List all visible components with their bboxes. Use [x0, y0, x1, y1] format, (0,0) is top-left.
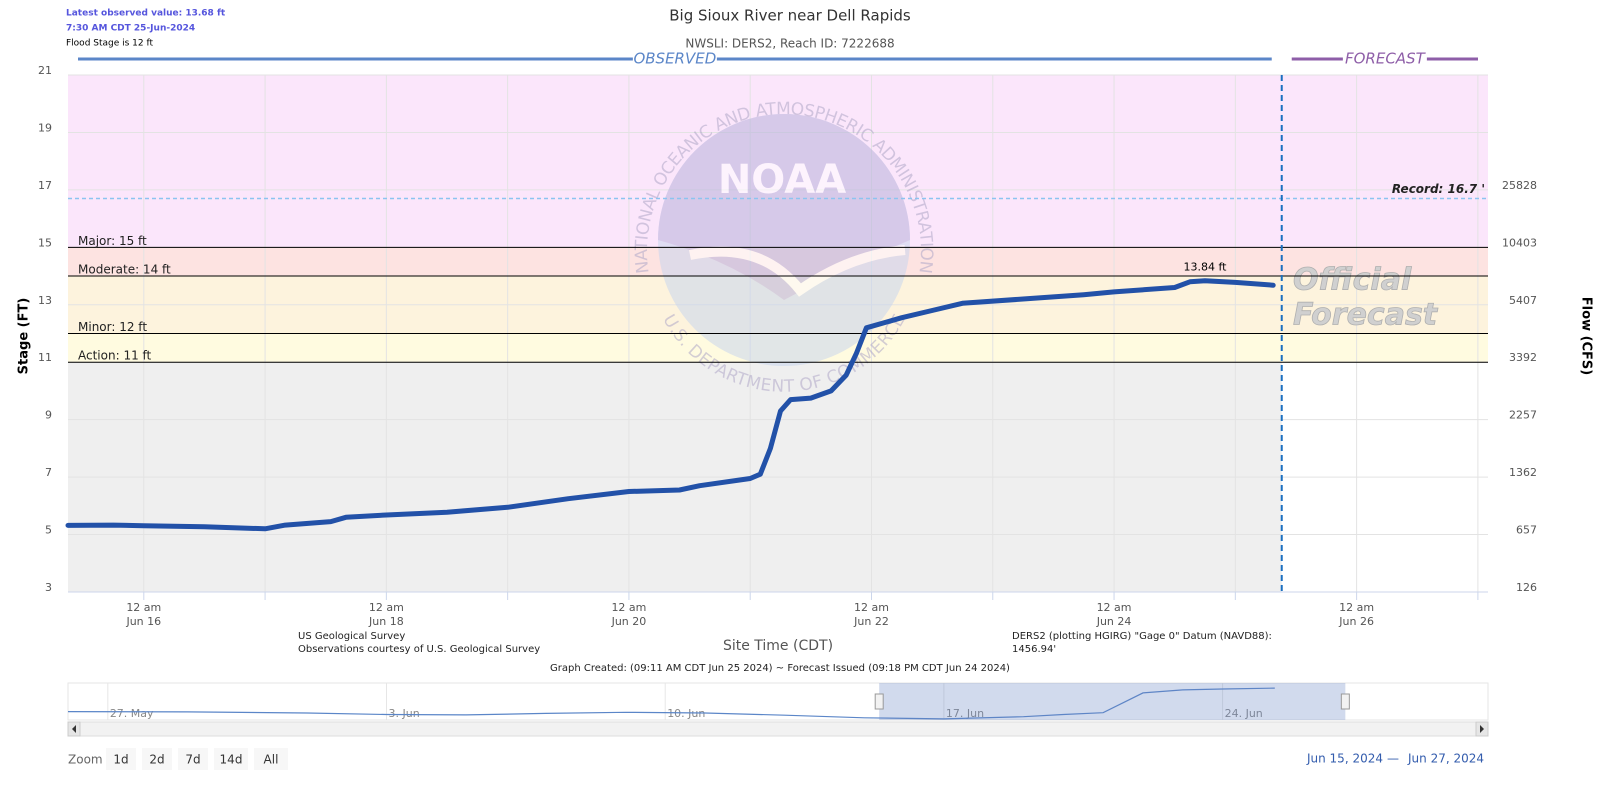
flood-stage: Flood Stage is 12 ft	[66, 39, 154, 49]
threshold-label: Minor: 12 ft	[78, 320, 147, 334]
forecast-label: FORECAST	[1345, 50, 1427, 68]
chart-subtitle: NWSLI: DERS2, Reach ID: 7222688	[685, 37, 894, 51]
zoom-button-label[interactable]: 2d	[149, 753, 164, 767]
range-from[interactable]: Jun 15, 2024	[1306, 752, 1383, 766]
datum: 1456.94'	[1012, 644, 1056, 655]
zoom-button[interactable]: 7d	[178, 748, 208, 770]
zoom-button-label[interactable]: 14d	[220, 753, 243, 767]
x-tick-label: 12 am	[611, 601, 646, 614]
zoom-button-bg[interactable]	[214, 748, 248, 770]
zoom-button[interactable]: 14d	[214, 748, 248, 770]
x-axis-title: Site Time (CDT)	[723, 638, 833, 654]
navigator-tick-label: 24. Jun	[1225, 707, 1263, 720]
y2-tick-label: 126	[1516, 581, 1537, 594]
y-tick-label: 9	[45, 409, 52, 422]
x-tick-label: Jun 26	[1338, 615, 1374, 628]
navigator-tick-label: 17. Jun	[946, 707, 984, 720]
zoom-label: Zoom	[68, 753, 103, 767]
navigator-tick-label: 10. Jun	[667, 707, 705, 720]
zoom-button-bg[interactable]	[178, 748, 208, 770]
navigator-tick-label: 3. Jun	[389, 707, 420, 720]
zoom-button[interactable]: All	[254, 748, 288, 770]
x-tick-label: Jun 22	[853, 615, 889, 628]
y-axis-title: Stage (FT)	[17, 298, 32, 375]
y2-axis-title: Flow (CFS)	[1579, 297, 1594, 375]
x-tick-label: 12 am	[126, 601, 161, 614]
x-tick-label: Jun 20	[611, 615, 647, 628]
zoom-button-bg[interactable]	[142, 748, 172, 770]
navigator-handle[interactable]	[874, 693, 884, 710]
record-label: Record: 16.7 '	[1392, 182, 1485, 196]
threshold-label: Moderate: 14 ft	[78, 263, 171, 277]
navigator-frame	[67, 682, 1489, 721]
x-tick-label: 12 am	[1339, 601, 1374, 614]
y2-tick-label: 2257	[1509, 409, 1537, 422]
logo-text: NOAA	[718, 157, 846, 203]
navigator-line	[67, 687, 1275, 720]
observed-label: OBSERVED	[633, 50, 716, 68]
y2-tick-label: 10403	[1502, 236, 1537, 249]
threshold-label: Major: 15 ft	[78, 234, 147, 248]
y-tick-label: 15	[38, 236, 52, 249]
label-bg	[632, 50, 717, 68]
source: US Geological Survey	[298, 631, 405, 642]
zoom-button-bg[interactable]	[106, 748, 136, 770]
x-tick-label: Jun 16	[125, 615, 161, 628]
zoom-button-bg[interactable]	[254, 748, 288, 770]
y-tick-label: 19	[38, 121, 52, 134]
y-tick-label: 11	[38, 351, 52, 364]
y2-tick-label: 657	[1516, 524, 1537, 537]
zoom-controls: Zoom 1d 2d 7d 14d All	[68, 748, 288, 770]
official-watermark: Forecast	[1293, 298, 1439, 333]
zoom-button[interactable]: 1d	[106, 748, 136, 770]
official-watermark: Official	[1293, 263, 1412, 298]
y-tick-label: 13	[38, 294, 52, 307]
x-tick-label: Jun 24	[1096, 615, 1132, 628]
latest-time: 7:30 AM CDT 25-Jun-2024	[66, 24, 195, 34]
y-tick-label: 7	[45, 466, 52, 479]
zoom-button-label[interactable]: 1d	[113, 753, 128, 767]
y2-tick-label: 1362	[1509, 466, 1537, 479]
y-tick-label: 5	[45, 524, 52, 537]
y-tick-label: 17	[38, 179, 52, 192]
y2-tick-label: 5407	[1509, 294, 1537, 307]
y-tick-label: 3	[45, 581, 52, 594]
stage-line	[65, 278, 1276, 532]
navigator-handle[interactable]	[1340, 693, 1350, 710]
x-tick-label: Jun 18	[368, 615, 404, 628]
scroll-arrow	[72, 725, 76, 733]
range-separator: —	[1387, 752, 1399, 766]
zoom-button-label[interactable]: 7d	[185, 753, 200, 767]
y2-tick-label: 3392	[1509, 351, 1537, 364]
threshold-label: Action: 11 ft	[78, 349, 152, 363]
y2-tick-label: 25828	[1502, 179, 1537, 192]
latest-value: Latest observed value: 13.68 ft	[66, 9, 226, 19]
y-tick-label: 21	[38, 64, 52, 77]
x-tick-label: 12 am	[369, 601, 404, 614]
zoom-button[interactable]: 2d	[142, 748, 172, 770]
navigator: 27. May 3. Jun 10. Jun 17. Jun 24. Jun	[67, 682, 1489, 736]
range-to[interactable]: Jun 27, 2024	[1407, 752, 1484, 766]
x-tick-label: 12 am	[854, 601, 889, 614]
chart-title: Big Sioux River near Dell Rapids	[669, 7, 911, 25]
logo-bird	[688, 245, 906, 297]
source: Observations courtesy of U.S. Geological…	[298, 644, 540, 655]
data-label: 13.84 ft	[1184, 261, 1228, 274]
zoom-button-label[interactable]: All	[264, 753, 279, 767]
watermark: NOAA NATIONAL OCEANIC AND ATMOSPHERIC AD…	[632, 99, 936, 397]
x-tick-label: 12 am	[1097, 601, 1132, 614]
scroll-arrow	[1480, 725, 1484, 733]
navigator-tick-label: 27. May	[110, 707, 154, 720]
scrollbar-track[interactable]	[67, 721, 1489, 737]
label-bg	[1342, 50, 1427, 68]
datum: DERS2 (plotting HGIRG) "Gage 0" Datum (N…	[1012, 631, 1272, 642]
navigator-selection[interactable]	[879, 683, 1346, 720]
graph-created: Graph Created: (09:11 AM CDT Jun 25 2024…	[550, 663, 1010, 674]
